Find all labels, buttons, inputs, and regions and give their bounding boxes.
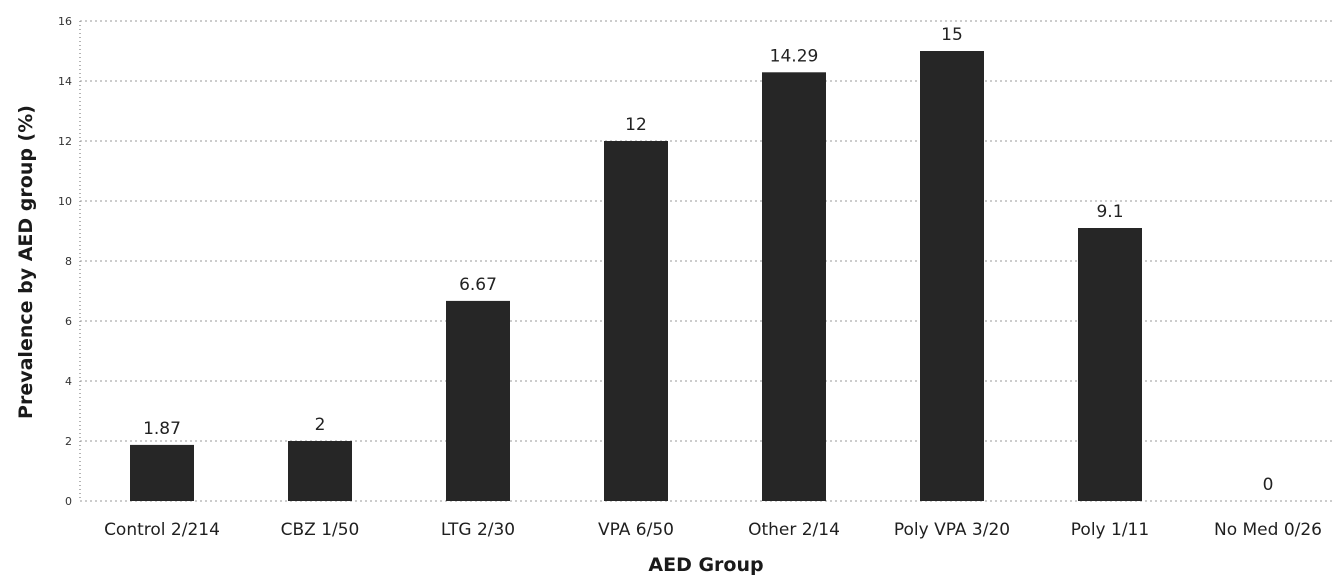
y-tick-label: 12 [58, 135, 72, 148]
bar [1078, 228, 1142, 501]
x-axis-label: AED Group [648, 554, 763, 576]
x-axis-ticks: Control 2/214 CBZ 1/50 LTG 2/30 VPA 6/50 Oth… [104, 520, 1322, 540]
data-label: 0 [1263, 475, 1274, 495]
bar [446, 300, 510, 501]
x-tick-label: No Med 0/26 [1214, 520, 1322, 540]
x-tick-label: Control 2/214 [104, 520, 220, 540]
y-axis-label: Prevalence by AED group (%) [15, 105, 37, 419]
data-label: 9.1 [1096, 202, 1123, 222]
x-tick-label: Poly 1/11 [1071, 520, 1149, 540]
x-tick-label: VPA 6/50 [598, 520, 674, 540]
x-tick-label: Other 2/14 [748, 520, 840, 540]
x-tick-label: Poly VPA 3/20 [894, 520, 1010, 540]
y-tick-label: 6 [65, 315, 72, 328]
y-tick-label: 2 [65, 435, 72, 448]
y-tick-label: 4 [65, 375, 72, 388]
bar [762, 72, 826, 502]
data-label: 2 [315, 415, 326, 435]
x-tick-label: LTG 2/30 [441, 520, 515, 540]
bars [130, 51, 1142, 502]
data-label: 14.29 [770, 46, 819, 66]
data-label: 6.67 [459, 275, 497, 295]
bar [130, 444, 194, 501]
data-label: 1.87 [143, 419, 181, 439]
bar [604, 141, 668, 501]
bar [920, 51, 984, 501]
y-tick-label: 0 [65, 495, 72, 508]
y-tick-label: 8 [65, 255, 72, 268]
x-tick-label: CBZ 1/50 [281, 520, 360, 540]
y-axis-ticks: 0 2 4 6 8 10 12 14 16 [58, 15, 72, 508]
bar [288, 441, 352, 501]
data-label: 15 [941, 25, 963, 45]
y-tick-label: 10 [58, 195, 72, 208]
data-label: 12 [625, 115, 647, 135]
data-labels: 1.87 2 6.67 12 14.29 15 9.1 0 [143, 25, 1273, 495]
y-tick-label: 16 [58, 15, 72, 28]
grid-lines [79, 20, 1332, 502]
y-tick-label: 14 [58, 75, 72, 88]
